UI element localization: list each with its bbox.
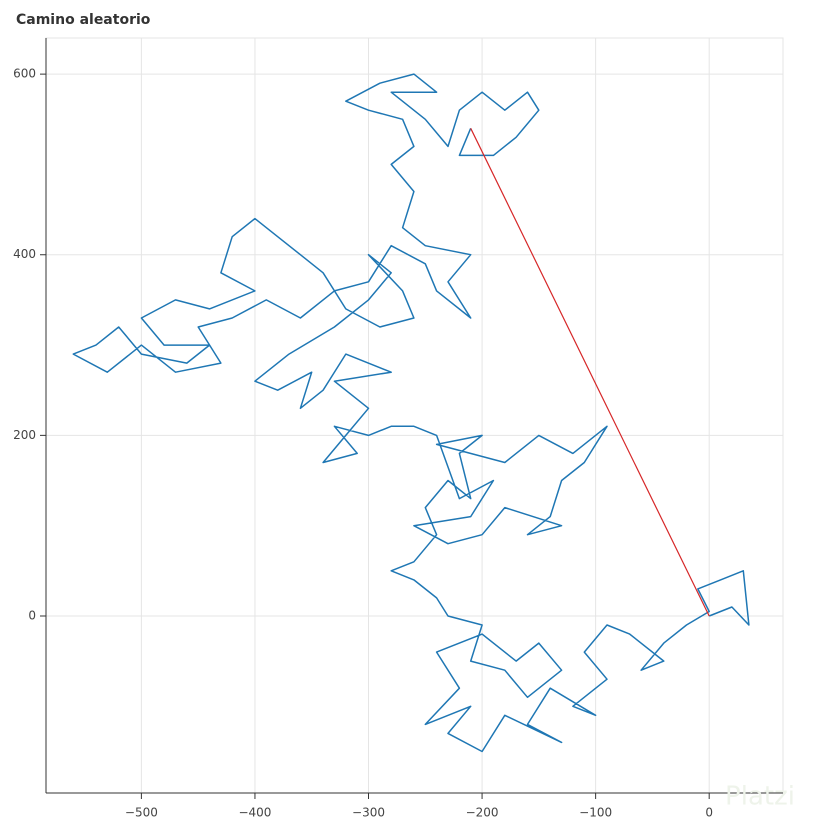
x-tick-label: −200: [466, 806, 499, 820]
watermark: Platzi: [725, 782, 795, 812]
x-tick-label: −500: [125, 806, 158, 820]
walk-line: [470, 128, 710, 617]
y-tick-label: 400: [13, 247, 36, 261]
x-tick-label: −300: [352, 806, 385, 820]
y-tick-label: 600: [13, 67, 36, 81]
chart-title: Camino aleatorio: [16, 12, 151, 28]
y-tick-label: 0: [28, 608, 36, 622]
walk-line: [72, 73, 750, 753]
y-tick-label: 200: [13, 428, 36, 442]
x-tick-label: 0: [705, 806, 713, 820]
plot-border: [45, 37, 784, 794]
x-tick-label: −400: [238, 806, 271, 820]
x-tick-label: −100: [579, 806, 612, 820]
